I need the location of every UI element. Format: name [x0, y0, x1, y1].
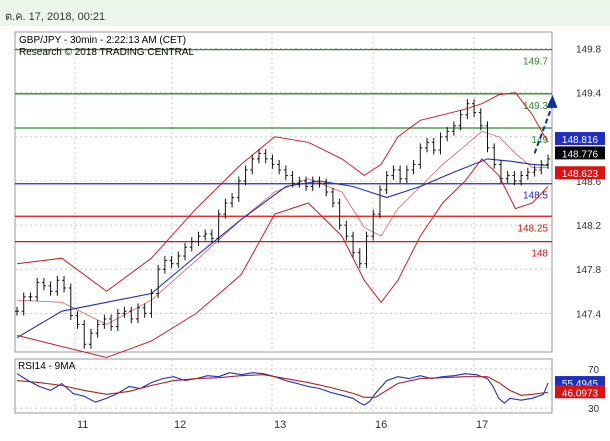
- moving-average-line: [16, 158, 549, 339]
- chart-title: GBP/JPY - 30min - 2:22:13 AM (CET): [19, 35, 186, 46]
- y-tick-label: 149.4: [576, 89, 601, 100]
- price-tag-box: [555, 146, 605, 160]
- level-label: 148: [531, 249, 548, 260]
- x-tick-label: 17: [476, 419, 488, 431]
- level-label: 148.25: [517, 223, 548, 234]
- level-label: 149: [531, 135, 548, 146]
- y-tick-label: 148.2: [576, 221, 601, 232]
- rsi-tag-box: [555, 385, 605, 399]
- rsi-panel-frame: [14, 358, 553, 414]
- rsi-lines: [16, 372, 549, 406]
- moving-average: [16, 158, 549, 339]
- x-axis: 11 12 13 16 17: [77, 419, 488, 431]
- level-label: 149.7: [523, 57, 548, 68]
- price-tag-label: 148.816: [562, 135, 599, 146]
- timestamp-bar: ต.ค. 17, 2018, 00:21: [0, 0, 610, 26]
- price-tag-label: 148.776: [562, 149, 599, 160]
- price-tags: 148.816 148.776 148.623: [555, 132, 605, 180]
- main-panel-frame: [14, 31, 553, 353]
- rsi-y-tick-label: 70: [588, 365, 600, 376]
- rsi-y-tick-label: 30: [588, 404, 600, 415]
- y-tick-label: 149.8: [576, 45, 601, 56]
- y-tick-label: 147.4: [576, 309, 601, 320]
- y-tick-label: 148.6: [576, 177, 601, 188]
- y-tick-label: 147.8: [576, 265, 601, 276]
- bollinger-lower: [16, 158, 549, 359]
- price-tag-label: 148.623: [562, 169, 599, 180]
- projection-line: [533, 104, 554, 154]
- bollinger-bands: [16, 92, 549, 359]
- price-tag-box: [555, 132, 605, 146]
- x-tick-label: 11: [77, 419, 88, 431]
- rsi-line: [16, 372, 549, 406]
- rsi-grid: [15, 359, 552, 413]
- level-label: 149.3: [523, 101, 548, 112]
- chart-subtitle: Research © 2018 TRADING CENTRAL: [19, 47, 194, 58]
- timestamp-label: ต.ค. 17, 2018, 00:21: [5, 11, 106, 23]
- rsi-title: RSI14 - 9MA: [18, 361, 76, 372]
- rsi-y-axis: 30 70: [588, 365, 600, 415]
- projection-arrowhead: [546, 94, 558, 108]
- x-tick-label: 12: [174, 419, 186, 431]
- x-tick-label: 16: [375, 419, 387, 431]
- rsi-tag-label: 46.0973: [562, 388, 599, 399]
- bollinger-middle: [16, 130, 548, 325]
- price-tag-box: [555, 166, 605, 180]
- x-tick-label: 13: [274, 419, 286, 431]
- price-series: [15, 99, 550, 349]
- level-label: 148.5: [523, 191, 548, 202]
- main-grid: [15, 32, 552, 352]
- projection-arrow: [533, 94, 558, 154]
- rsi-tag-label: 55.4945: [562, 379, 599, 390]
- bollinger-upper: [16, 92, 549, 292]
- rsi-ma-line: [16, 374, 549, 398]
